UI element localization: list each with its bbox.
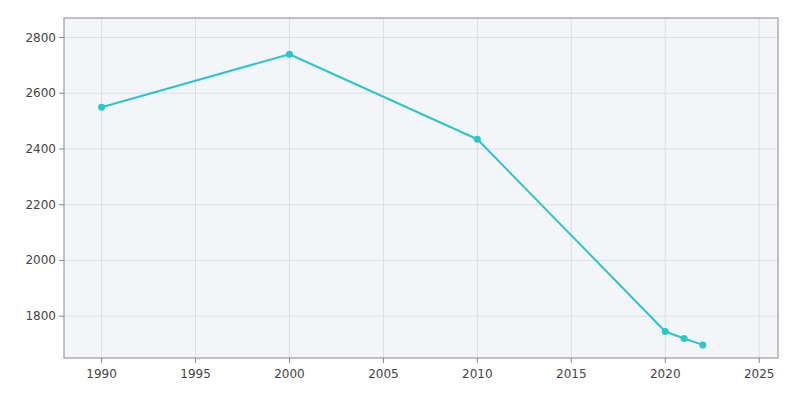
x-tick — [195, 358, 196, 363]
x-tick — [759, 358, 760, 363]
y-tick — [59, 260, 64, 261]
y-grid-line — [64, 93, 778, 94]
x-tick-label: 2010 — [462, 367, 493, 381]
x-tick — [477, 358, 478, 363]
y-tick — [59, 93, 64, 94]
x-tick-label: 2000 — [274, 367, 305, 381]
y-grid-line — [64, 148, 778, 149]
x-tick-label: 2015 — [556, 367, 587, 381]
x-tick — [101, 358, 102, 363]
point — [98, 104, 105, 111]
x-tick-label: 2020 — [650, 367, 681, 381]
y-tick-label: 2600 — [25, 86, 56, 100]
chart-holder: 1800 2000 2200 2400 2600 2800 1990 1995 2000 2005… — [0, 0, 800, 400]
y-tick-label: 2200 — [25, 198, 56, 212]
point — [662, 328, 669, 335]
chart: 1800 2000 2200 2400 2600 2800 1990 1995 2000 2005… — [0, 0, 800, 400]
y-tick — [59, 316, 64, 317]
y-grid-line — [64, 37, 778, 38]
x-grid-line — [195, 18, 196, 358]
y-tick-label: 2000 — [25, 253, 56, 267]
ticks: 1800 2000 2200 2400 2600 2800 1990 1995 2000 2005… — [25, 31, 774, 381]
x-tick-label: 2025 — [744, 367, 775, 381]
y-tick — [59, 148, 64, 149]
y-grid-line — [64, 204, 778, 205]
x-grid-line — [759, 18, 760, 358]
x-grid-line — [571, 18, 572, 358]
y-tick — [59, 204, 64, 205]
point — [474, 136, 481, 143]
y-tick-label: 2800 — [25, 31, 56, 45]
series — [98, 51, 706, 349]
x-grid-line — [665, 18, 666, 358]
x-tick-label: 2005 — [368, 367, 399, 381]
point — [681, 335, 688, 342]
x-grid-line — [383, 18, 384, 358]
grid — [64, 18, 778, 358]
x-tick — [289, 358, 290, 363]
line — [102, 54, 703, 345]
plot-background — [64, 18, 778, 358]
x-tick — [571, 358, 572, 363]
y-tick-label: 2400 — [25, 142, 56, 156]
point — [286, 51, 293, 58]
y-grid-line — [64, 260, 778, 261]
x-grid-line — [101, 18, 102, 358]
plot-frame — [64, 18, 778, 358]
x-tick — [665, 358, 666, 363]
y-tick-label: 1800 — [25, 309, 56, 323]
x-tick-label: 1990 — [86, 367, 117, 381]
x-tick — [383, 358, 384, 363]
x-grid-line — [289, 18, 290, 358]
x-tick-label: 1995 — [180, 367, 211, 381]
y-grid-line — [64, 316, 778, 317]
point — [699, 341, 706, 348]
y-tick — [59, 37, 64, 38]
x-grid-line — [477, 18, 478, 358]
